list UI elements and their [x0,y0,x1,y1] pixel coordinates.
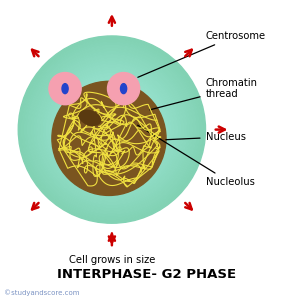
Circle shape [28,45,196,214]
Ellipse shape [62,84,68,94]
Circle shape [24,42,199,217]
Circle shape [84,102,140,158]
Circle shape [49,73,81,105]
Text: Cell grows in size: Cell grows in size [69,256,155,265]
Circle shape [46,64,178,195]
Circle shape [34,52,190,207]
Circle shape [78,95,146,164]
Circle shape [87,105,137,155]
Ellipse shape [121,84,127,94]
Circle shape [53,70,171,189]
Circle shape [90,108,134,151]
Circle shape [81,99,143,161]
Circle shape [99,117,124,142]
Text: ©studyandscore.com: ©studyandscore.com [4,290,79,297]
Circle shape [52,81,166,196]
Text: Nucleolus: Nucleolus [138,125,254,187]
Circle shape [109,126,115,133]
Circle shape [108,73,140,105]
Ellipse shape [79,110,101,125]
Circle shape [62,80,162,180]
Circle shape [49,67,174,192]
Circle shape [31,48,193,211]
Text: Nucleus: Nucleus [166,132,245,142]
Text: Centrosome: Centrosome [138,31,266,77]
Circle shape [59,76,165,183]
Circle shape [96,114,128,145]
Circle shape [43,61,181,198]
Circle shape [93,111,131,148]
Circle shape [40,58,184,201]
Circle shape [103,120,121,139]
Circle shape [18,36,206,223]
Text: INTERPHASE- G2 PHASE: INTERPHASE- G2 PHASE [57,268,237,281]
Text: Chromatin
thread: Chromatin thread [150,78,258,110]
Circle shape [37,55,187,204]
Circle shape [68,86,156,173]
Circle shape [21,39,202,220]
Circle shape [106,123,118,136]
Circle shape [56,73,168,186]
Circle shape [71,89,153,170]
Circle shape [74,92,149,167]
Circle shape [65,83,159,176]
